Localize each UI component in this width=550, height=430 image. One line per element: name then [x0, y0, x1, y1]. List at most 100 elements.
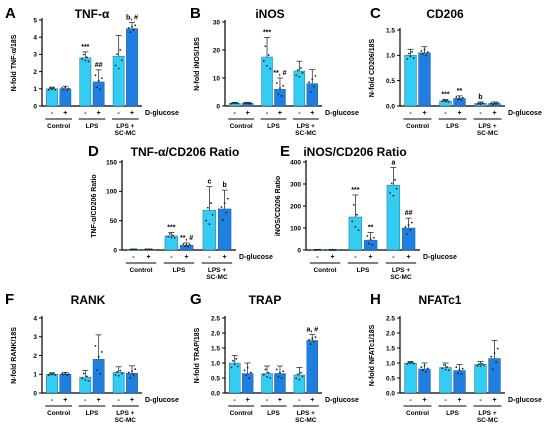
glucose-sign: + [97, 110, 101, 117]
glucose-label: D-glucose [508, 397, 542, 404]
data-point [266, 64, 268, 67]
panel-letter: F [5, 291, 14, 308]
panel-letter: B [190, 5, 201, 22]
glucose-sign: + [369, 254, 373, 261]
data-point [62, 373, 65, 376]
glucose-sign: + [246, 110, 250, 117]
glucose-label: D-glucose [325, 110, 359, 117]
glucose-sign: + [457, 397, 461, 404]
data-point [168, 233, 171, 235]
data-point [97, 79, 100, 82]
data-point [411, 51, 413, 53]
data-point [356, 213, 358, 216]
data-point [222, 219, 224, 222]
panel-title: iNOS [255, 7, 284, 21]
data-point [455, 96, 458, 98]
glucose-sign: + [130, 110, 134, 117]
data-point [52, 86, 55, 89]
bar [92, 359, 105, 394]
data-point [119, 369, 122, 372]
data-point [99, 88, 102, 91]
data-point [422, 369, 424, 372]
group-label: SC-MC [206, 274, 228, 281]
y-tick-label: 300 [290, 181, 301, 188]
data-point [173, 237, 176, 239]
data-point [206, 206, 209, 209]
bar [418, 52, 431, 107]
significance-label: a, # [306, 327, 318, 334]
glucose-sign: - [170, 254, 173, 261]
data-point [269, 67, 272, 70]
data-point [313, 249, 316, 251]
glucose-label: D-glucose [508, 110, 542, 117]
y-tick-label: 0.0 [211, 390, 220, 397]
group-label: SC-MC [390, 274, 412, 281]
glucose-sign: + [147, 254, 151, 261]
group-label: LPS + [116, 410, 134, 417]
y-tick-label: 1 [33, 86, 37, 93]
data-point [144, 248, 147, 251]
y-tick-label: 30 [213, 19, 221, 26]
y-tick-label: 4 [33, 35, 37, 42]
glucose-sign: + [246, 397, 250, 404]
data-point [392, 194, 395, 197]
data-point [298, 75, 301, 78]
data-point [275, 82, 278, 84]
data-point [84, 59, 87, 62]
data-point [318, 248, 320, 251]
data-point [130, 248, 133, 251]
bar [453, 98, 466, 107]
bar [92, 81, 105, 107]
data-point [184, 245, 186, 248]
data-point [496, 101, 499, 104]
y-tick-label: 100 [290, 225, 301, 232]
glucose-label: D-glucose [145, 397, 179, 404]
data-point [208, 223, 211, 226]
y-tick-label: 150 [106, 159, 117, 166]
y-axis-label: N-fold CD206/18S [369, 39, 376, 98]
group-label: Control [230, 410, 253, 417]
significance-label: c [207, 179, 211, 186]
panel-letter: D [88, 143, 99, 160]
data-point [100, 77, 103, 80]
data-point [280, 95, 283, 97]
panel-g: G TRAP N-fold TRAP/18S 0.0 0.5 1.0 1.5 2.0 2.5 - +… [190, 291, 359, 424]
data-point [420, 366, 423, 369]
data-point [51, 88, 53, 91]
group-label: Control [47, 123, 70, 130]
group-label: LPS + [478, 410, 496, 417]
y-tick-label: 0.5 [386, 78, 395, 85]
data-point [185, 244, 188, 246]
data-point [330, 248, 332, 251]
glucose-sign: - [84, 397, 87, 404]
y-tick-label: 0 [33, 390, 37, 397]
y-axis-label: N-fold NFATc1/18S [369, 324, 376, 386]
y-tick-label: 100 [106, 189, 117, 196]
data-point [233, 102, 236, 105]
data-point [444, 368, 447, 371]
data-point [262, 374, 265, 376]
data-point [132, 373, 135, 376]
glucose-sign: + [492, 110, 496, 117]
data-point [114, 64, 117, 67]
glucose-label: D-glucose [325, 397, 359, 404]
data-point [120, 59, 123, 62]
glucose-sign: - [444, 110, 447, 117]
panel-letter: G [190, 291, 202, 308]
bar [179, 245, 194, 251]
y-axis-label: N-fold iNOS/18S [194, 37, 201, 91]
data-point [225, 211, 228, 214]
data-point [235, 101, 238, 104]
panel-letter: A [5, 5, 16, 22]
data-point [54, 88, 57, 91]
bar [59, 88, 72, 107]
y-tick-label: 1.0 [386, 360, 395, 367]
group-label: Control [313, 267, 336, 274]
glucose-sign: + [422, 110, 426, 117]
data-point [220, 206, 223, 208]
data-point [223, 202, 226, 205]
data-point [100, 351, 103, 353]
data-point [314, 336, 317, 339]
data-point [444, 100, 447, 103]
